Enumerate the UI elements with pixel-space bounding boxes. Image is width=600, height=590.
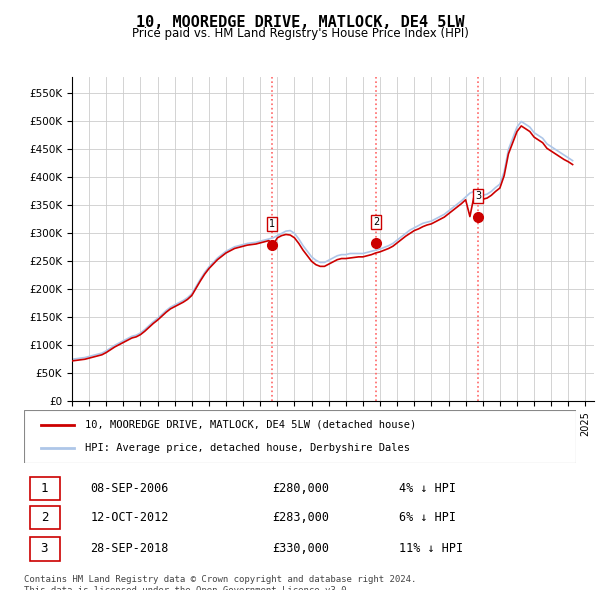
Text: 3: 3 xyxy=(475,191,481,201)
Text: 3: 3 xyxy=(41,542,48,555)
FancyBboxPatch shape xyxy=(24,410,576,463)
FancyBboxPatch shape xyxy=(29,506,60,529)
Text: HPI: Average price, detached house, Derbyshire Dales: HPI: Average price, detached house, Derb… xyxy=(85,443,410,453)
Text: 1: 1 xyxy=(269,219,275,229)
Text: Contains HM Land Registry data © Crown copyright and database right 2024.
This d: Contains HM Land Registry data © Crown c… xyxy=(24,575,416,590)
Text: 2: 2 xyxy=(41,511,48,525)
Text: 11% ↓ HPI: 11% ↓ HPI xyxy=(400,542,463,555)
Text: £280,000: £280,000 xyxy=(272,482,329,495)
Text: 12-OCT-2012: 12-OCT-2012 xyxy=(90,511,169,525)
FancyBboxPatch shape xyxy=(29,537,60,560)
Text: 2: 2 xyxy=(373,217,379,227)
Text: 10, MOOREDGE DRIVE, MATLOCK, DE4 5LW (detached house): 10, MOOREDGE DRIVE, MATLOCK, DE4 5LW (de… xyxy=(85,420,416,430)
FancyBboxPatch shape xyxy=(29,477,60,500)
Text: 10, MOOREDGE DRIVE, MATLOCK, DE4 5LW: 10, MOOREDGE DRIVE, MATLOCK, DE4 5LW xyxy=(136,15,464,30)
Text: £283,000: £283,000 xyxy=(272,511,329,525)
Text: 4% ↓ HPI: 4% ↓ HPI xyxy=(400,482,457,495)
Text: £330,000: £330,000 xyxy=(272,542,329,555)
Text: Price paid vs. HM Land Registry's House Price Index (HPI): Price paid vs. HM Land Registry's House … xyxy=(131,27,469,40)
Text: 28-SEP-2018: 28-SEP-2018 xyxy=(90,542,169,555)
Text: 6% ↓ HPI: 6% ↓ HPI xyxy=(400,511,457,525)
Text: 1: 1 xyxy=(41,482,48,495)
Text: 08-SEP-2006: 08-SEP-2006 xyxy=(90,482,169,495)
